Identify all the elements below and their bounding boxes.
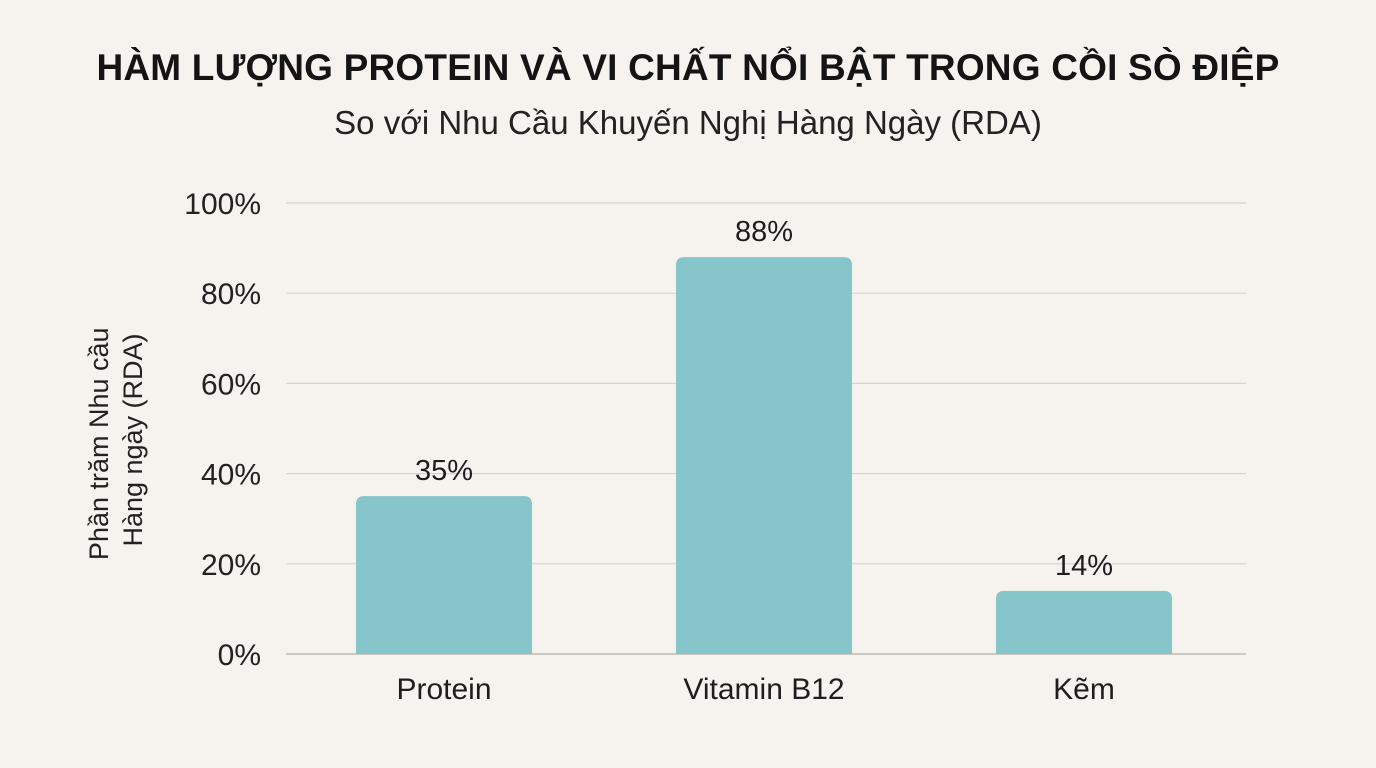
bar-value-label: 14% xyxy=(1055,550,1113,582)
y-tick-label: 80% xyxy=(201,278,261,311)
chart-title: HÀM LƯỢNG PROTEIN VÀ VI CHẤT NỔI BẬT TRO… xyxy=(96,47,1280,88)
x-category-label: Protein xyxy=(396,673,491,706)
y-tick-label: 0% xyxy=(218,639,261,672)
y-tick-label: 100% xyxy=(184,188,261,221)
bar-value-label: 35% xyxy=(415,455,473,487)
y-axis-title-line-1: Phần trăm Nhu cầu xyxy=(84,327,114,560)
y-tick-label: 20% xyxy=(201,549,261,582)
x-category-label: Kẽm xyxy=(1053,673,1115,706)
x-axis-categories: Protein Vitamin B12 Kẽm xyxy=(396,673,1114,706)
y-axis-ticks: 0% 20% 40% 60% 80% 100% xyxy=(184,188,261,672)
y-tick-label: 60% xyxy=(201,368,261,401)
bar-kẽm xyxy=(996,590,1172,654)
bar-value-label: 88% xyxy=(735,216,793,248)
bars xyxy=(356,257,1172,654)
bar-protein xyxy=(356,496,532,654)
y-tick-label: 40% xyxy=(201,459,261,492)
y-axis-title-line-2: Hàng ngày (RDA) xyxy=(118,333,148,546)
chart-subtitle: So với Nhu Cầu Khuyến Nghị Hàng Ngày (RD… xyxy=(334,104,1042,141)
bar-vitamin-b12 xyxy=(676,257,852,654)
x-category-label: Vitamin B12 xyxy=(683,673,844,706)
data-labels: 35% 88% 14% xyxy=(415,216,1113,582)
y-axis-title: Phần trăm Nhu cầu Hàng ngày (RDA) xyxy=(84,320,148,560)
